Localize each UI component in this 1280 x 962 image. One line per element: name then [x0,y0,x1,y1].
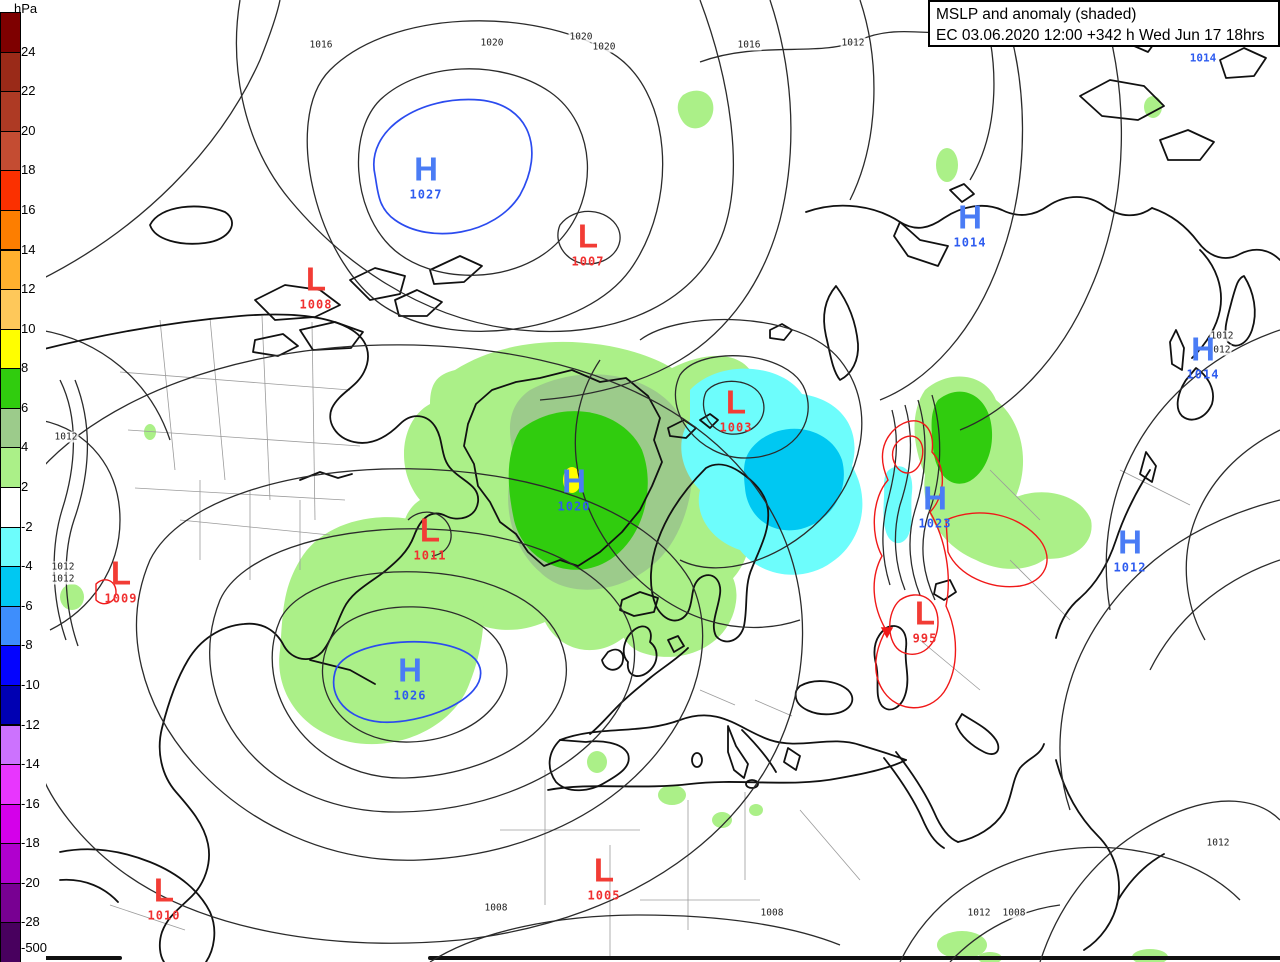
colorbar-swatch [0,803,21,845]
colorbar-swatch [0,249,21,291]
colorbar-tick-label: -18 [21,835,40,851]
red-contours [95,420,1048,709]
colorbar-swatch [0,487,21,528]
colorbar-swatch [0,91,21,132]
colorbar-swatch [0,328,21,370]
colorbar-tick-label: 10 [21,320,36,336]
colorbar-swatch [0,843,21,884]
colorbar-tick-label: 12 [21,281,36,297]
colorbar-swatch [0,724,21,766]
colorbar-swatch [0,882,21,924]
map-valid-time: EC 03.06.2020 12:00 +342 h Wed Jun 17 18… [936,27,1265,44]
colorbar-tick-label: -14 [21,756,40,772]
colorbar: hPa 24 22 20 18 16 14 12 10 8 6 4 2 -2 -4 -6 -8 -10 -12 -1… [0,0,48,962]
colorbar-swatch [0,922,21,962]
colorbar-tick-label: 22 [21,83,36,99]
coastlines [38,29,1280,962]
colorbar-tick-label: 24 [21,43,36,59]
colorbar-tick-label: 8 [21,360,29,376]
colorbar-swatch [0,289,21,330]
isobar-contours [39,0,1280,962]
colorbar-tick-label: -10 [21,676,40,692]
colorbar-swatch [0,526,21,568]
colorbar-tick-label: -20 [21,874,40,890]
colorbar-tick-label: -4 [21,558,33,574]
title-box: MSLP and anomaly (shaded) EC 03.06.2020 … [928,0,1280,47]
admin-border-lines [109,315,1191,958]
colorbar-swatch [0,566,21,607]
colorbar-tick-label: 4 [21,439,29,455]
colorbar-tick-label: 16 [21,201,36,217]
colorbar-swatch [0,51,21,93]
colorbar-swatch [0,605,21,647]
colorbar-swatch [0,209,21,251]
colorbar-tick-label: 18 [21,162,36,178]
colorbar-tick-label: -500 [21,940,48,955]
colorbar-swatch [0,130,21,172]
colorbar-swatch [0,684,21,726]
blue-contours [332,98,533,724]
colorbar-tick-label: -6 [21,597,33,613]
colorbar-swatch [0,764,21,805]
colorbar-tick-label: 6 [21,399,29,415]
colorbar-swatch [0,447,21,488]
colorbar-swatch [0,645,21,686]
colorbar-tick-label: -12 [21,716,40,732]
colorbar-tick-label: -16 [21,795,40,811]
map-title: MSLP and anomaly (shaded) [936,6,1137,23]
colorbar-tick-label: 14 [21,241,36,257]
colorbar-tick-label: -8 [21,637,33,653]
colorbar-tick-label: 2 [21,479,29,494]
colorbar-swatch [0,12,21,53]
colorbar-tick-label: -2 [21,518,33,534]
colorbar-tick-label: 20 [21,122,36,138]
colorbar-swatch [0,170,21,211]
colorbar-swatch [0,368,21,409]
colorbar-swatch [0,407,21,449]
colorbar-tick-label: -28 [21,914,40,930]
